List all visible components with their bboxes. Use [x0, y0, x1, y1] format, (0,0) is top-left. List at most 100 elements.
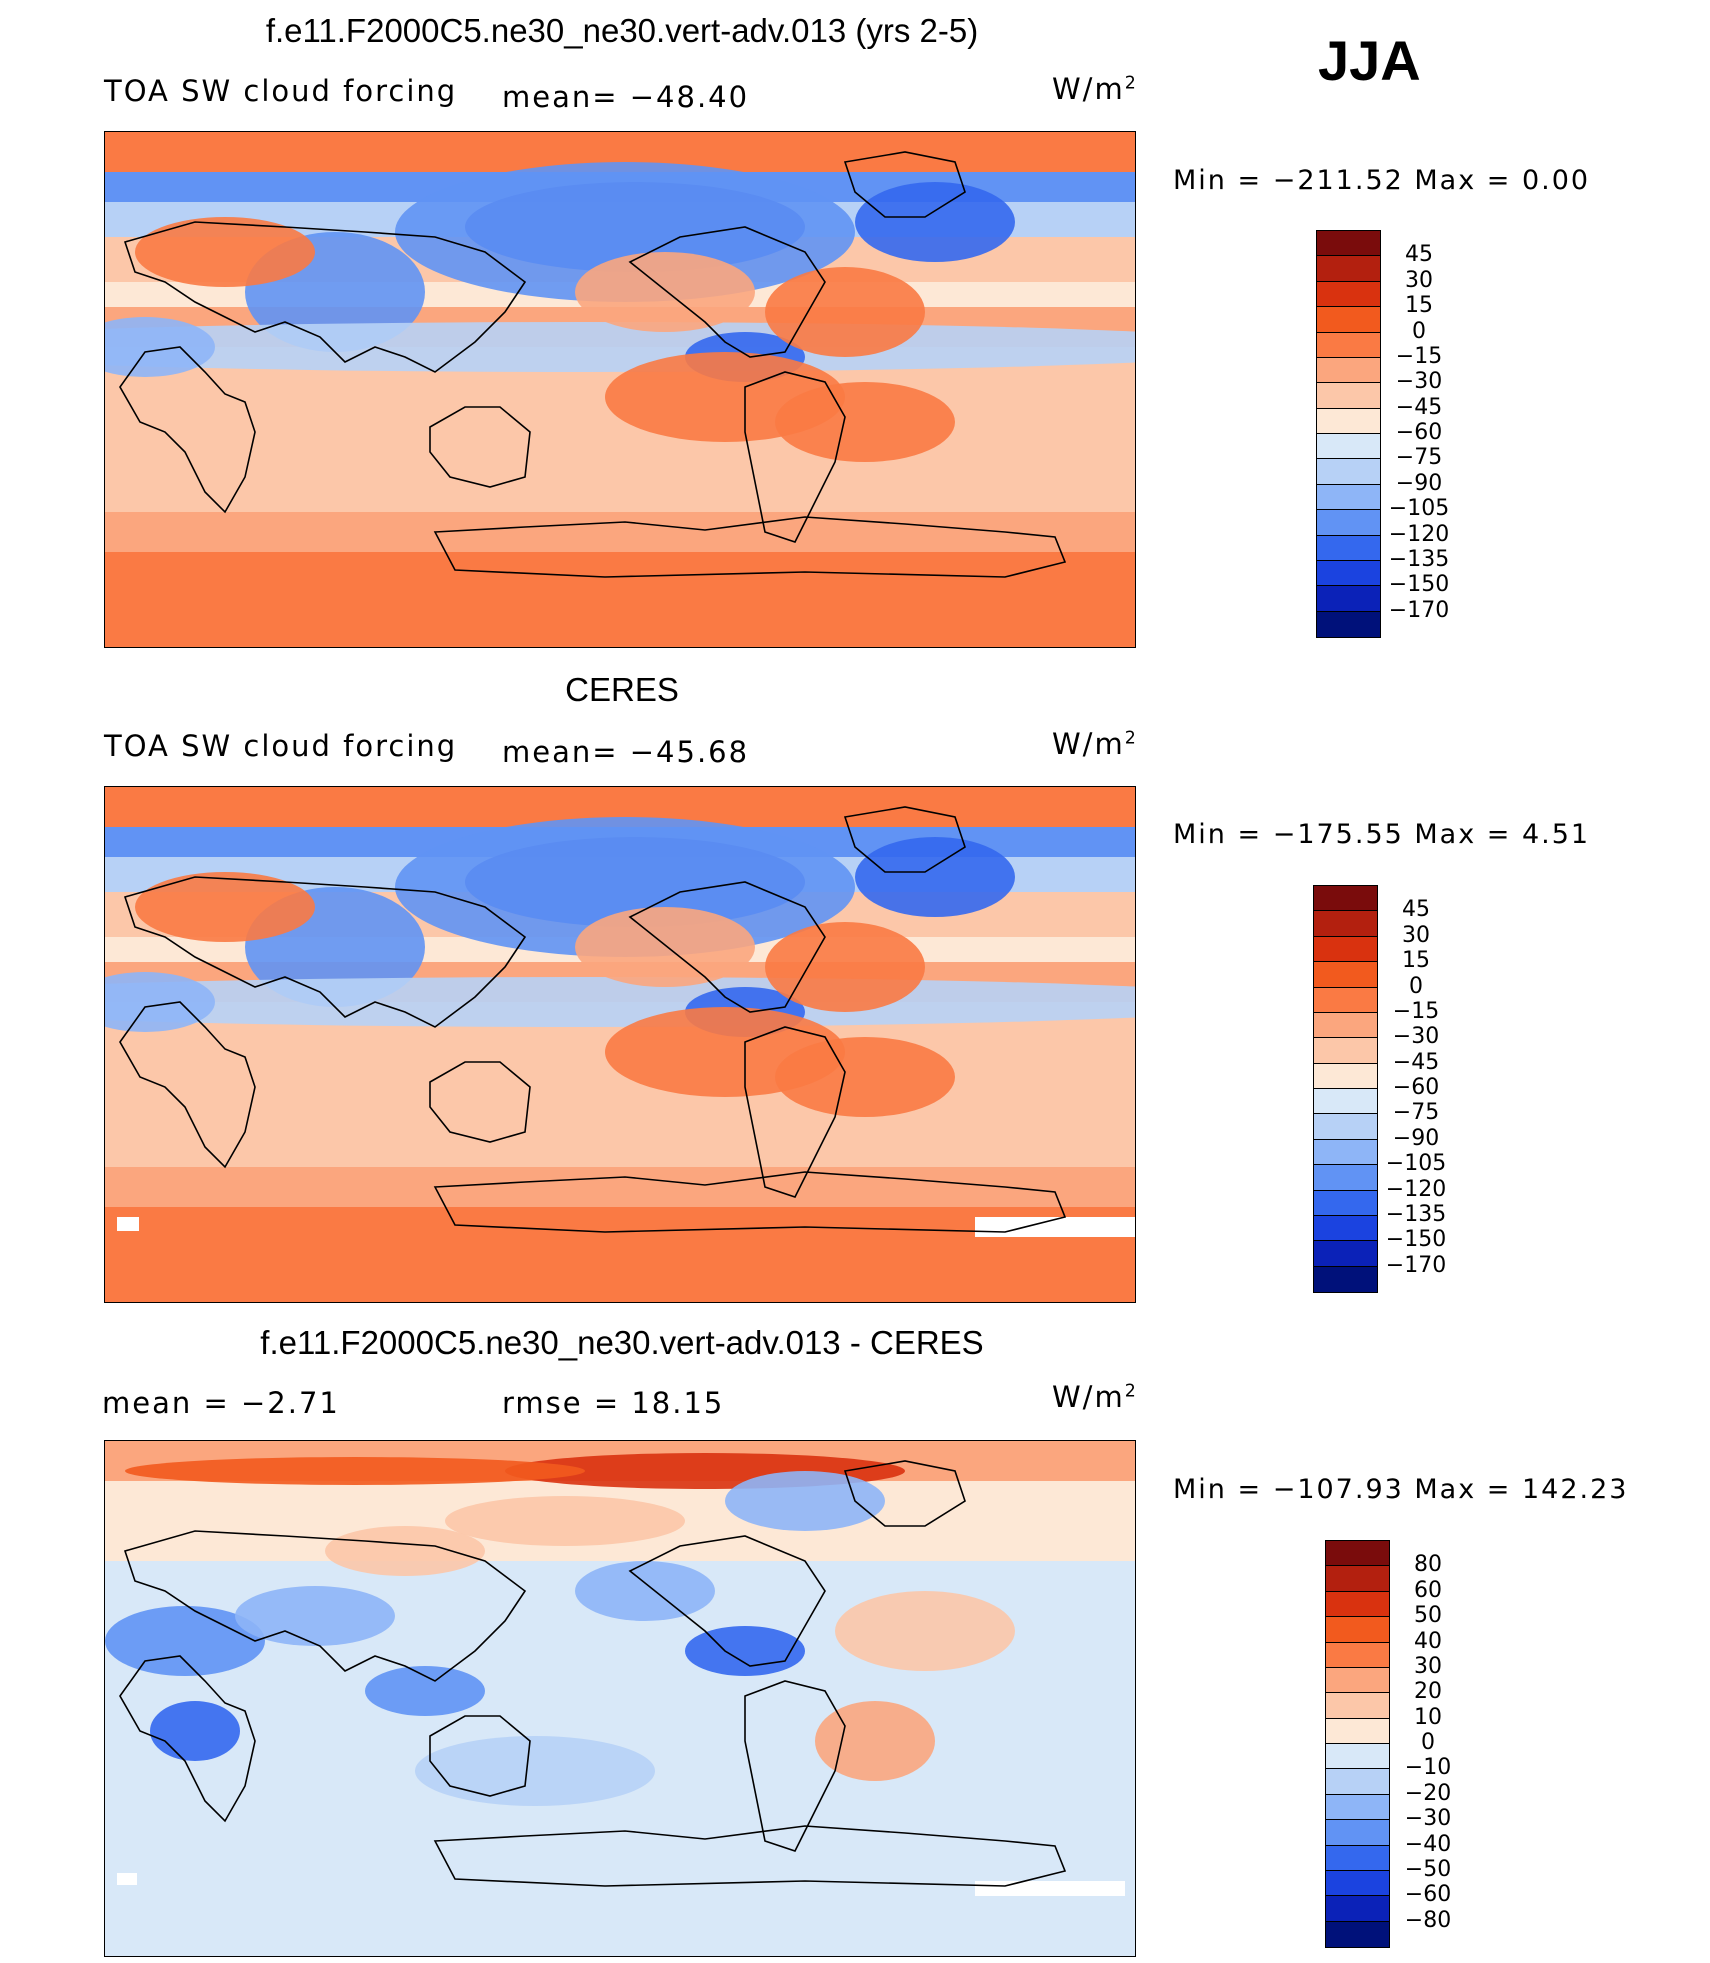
colorbar-swatch	[1326, 1642, 1389, 1668]
panel-2-mean-label: mean= −45.68	[502, 735, 750, 769]
colorbar-swatch	[1314, 1215, 1377, 1242]
colorbar-tick-label: 80	[1414, 1552, 1442, 1578]
colorbar-swatch	[1326, 1921, 1389, 1947]
panel-2-colorbar	[1313, 885, 1378, 1293]
panel-1-map	[104, 131, 1136, 648]
colorbar-tick-label: 10	[1414, 1704, 1442, 1730]
colorbar-swatch	[1314, 1012, 1377, 1039]
panel-2-variable-label: TOA SW cloud forcing	[104, 729, 458, 763]
panel-1-units: W/m2	[1052, 72, 1138, 106]
colorbar-tick-label: −60	[1404, 1882, 1452, 1908]
colorbar-tick-label: −50	[1404, 1856, 1452, 1882]
colorbar-swatch	[1317, 459, 1380, 485]
panel-2-title: CERES	[565, 671, 679, 708]
colorbar-swatch	[1326, 1541, 1389, 1567]
colorbar-swatch	[1326, 1794, 1389, 1821]
colorbar-swatch	[1317, 357, 1380, 384]
colorbar-tick-label: −45	[1392, 1049, 1440, 1075]
colorbar-tick-label: 50	[1414, 1603, 1442, 1629]
colorbar-tick-label: −30	[1392, 1024, 1440, 1050]
colorbar-swatch	[1314, 1038, 1377, 1064]
colorbar-tick-label: −60	[1395, 420, 1443, 445]
colorbar-tick-label: 60	[1414, 1577, 1442, 1603]
season-label: JJA	[1318, 29, 1421, 92]
panel-3-minmax: Min = −107.93 Max = 142.23	[1173, 1474, 1629, 1505]
colorbar-swatch	[1317, 383, 1380, 409]
colorbar-swatch	[1314, 1165, 1377, 1191]
colorbar-swatch	[1314, 1063, 1377, 1089]
colorbar-tick-label: −135	[1385, 1201, 1447, 1227]
colorbar-swatch	[1317, 560, 1380, 587]
colorbar-tick-label: −90	[1392, 1125, 1440, 1151]
colorbar-swatch	[1314, 1089, 1377, 1115]
colorbar-tick-label: −120	[1385, 1176, 1447, 1202]
colorbar-swatch	[1317, 231, 1380, 257]
colorbar-swatch	[1326, 1718, 1389, 1744]
colorbar-swatch	[1317, 611, 1380, 637]
colorbar-swatch	[1317, 434, 1380, 460]
colorbar-swatch	[1317, 535, 1380, 561]
colorbar-swatch	[1314, 1190, 1377, 1216]
colorbar-tick-label: −135	[1388, 546, 1450, 572]
colorbar-tick-label: −75	[1395, 445, 1443, 471]
panel-3-units: W/m2	[1052, 1380, 1138, 1414]
colorbar-tick-label: −170	[1388, 597, 1450, 623]
colorbar-tick-label: −60	[1392, 1075, 1440, 1100]
colorbar-tick-label: −105	[1385, 1151, 1447, 1177]
colorbar-tick-label: −80	[1404, 1907, 1452, 1933]
colorbar-tick-label: −150	[1388, 572, 1450, 598]
colorbar-swatch	[1326, 1896, 1389, 1922]
colorbar-swatch	[1326, 1566, 1389, 1592]
colorbar-swatch	[1314, 962, 1377, 988]
colorbar-swatch	[1317, 510, 1380, 536]
colorbar-tick-label: 40	[1414, 1628, 1442, 1654]
colorbar-tick-label: −120	[1388, 521, 1450, 547]
colorbar-swatch	[1326, 1693, 1389, 1719]
colorbar-swatch	[1326, 1845, 1389, 1871]
colorbar-tick-label: −15	[1395, 343, 1443, 369]
panel-1-title: f.e11.F2000C5.ne30_ne30.vert-adv.013 (yr…	[265, 12, 979, 49]
colorbar-tick-label: 0	[1412, 318, 1426, 344]
panel-1-variable-label: TOA SW cloud forcing	[104, 74, 458, 108]
colorbar-tick-label: 15	[1405, 293, 1433, 319]
colorbar-tick-label: −10	[1404, 1755, 1452, 1781]
colorbar-tick-label: 0	[1409, 973, 1423, 999]
panel-1-colorbar	[1316, 230, 1381, 638]
panel-3-colorbar	[1325, 1540, 1390, 1948]
colorbar-swatch	[1326, 1617, 1389, 1643]
panel-3-rmse-label: rmse = 18.15	[502, 1386, 725, 1420]
colorbar-swatch	[1317, 281, 1380, 308]
panel-1-minmax: Min = −211.52 Max = 0.00	[1173, 165, 1591, 196]
panel-3-title: f.e11.F2000C5.ne30_ne30.vert-adv.013 - C…	[260, 1324, 984, 1361]
colorbar-tick-label: 0	[1421, 1730, 1435, 1755]
colorbar-tick-label: 30	[1405, 267, 1433, 293]
colorbar-tick-label: 30	[1414, 1653, 1442, 1679]
colorbar-swatch	[1314, 1266, 1377, 1292]
colorbar-swatch	[1314, 936, 1377, 963]
colorbar-swatch	[1314, 1114, 1377, 1140]
colorbar-swatch	[1326, 1744, 1389, 1770]
colorbar-swatch	[1317, 332, 1380, 358]
colorbar-tick-label: −45	[1395, 394, 1443, 420]
colorbar-swatch	[1317, 484, 1380, 511]
colorbar-swatch	[1314, 1139, 1377, 1166]
colorbar-swatch	[1314, 911, 1377, 937]
colorbar-swatch	[1314, 886, 1377, 912]
colorbar-tick-label: −170	[1385, 1252, 1447, 1278]
colorbar-tick-label: −20	[1404, 1780, 1452, 1806]
colorbar-swatch	[1317, 408, 1380, 434]
panel-2-map	[104, 786, 1136, 1303]
panel-2-units: W/m2	[1052, 727, 1138, 761]
colorbar-tick-label: 20	[1414, 1679, 1442, 1705]
colorbar-tick-label: −30	[1395, 369, 1443, 395]
panel-3-mean-label: mean = −2.71	[102, 1386, 340, 1420]
colorbar-swatch	[1326, 1667, 1389, 1694]
colorbar-tick-label: −90	[1395, 470, 1443, 496]
colorbar-swatch	[1317, 307, 1380, 333]
colorbar-tick-label: 45	[1405, 242, 1433, 268]
colorbar-tick-label: 45	[1402, 897, 1430, 923]
colorbar-swatch	[1317, 586, 1380, 612]
colorbar-tick-label: 15	[1402, 948, 1430, 974]
colorbar-tick-label: −30	[1404, 1806, 1452, 1832]
colorbar-tick-label: 30	[1402, 922, 1430, 948]
